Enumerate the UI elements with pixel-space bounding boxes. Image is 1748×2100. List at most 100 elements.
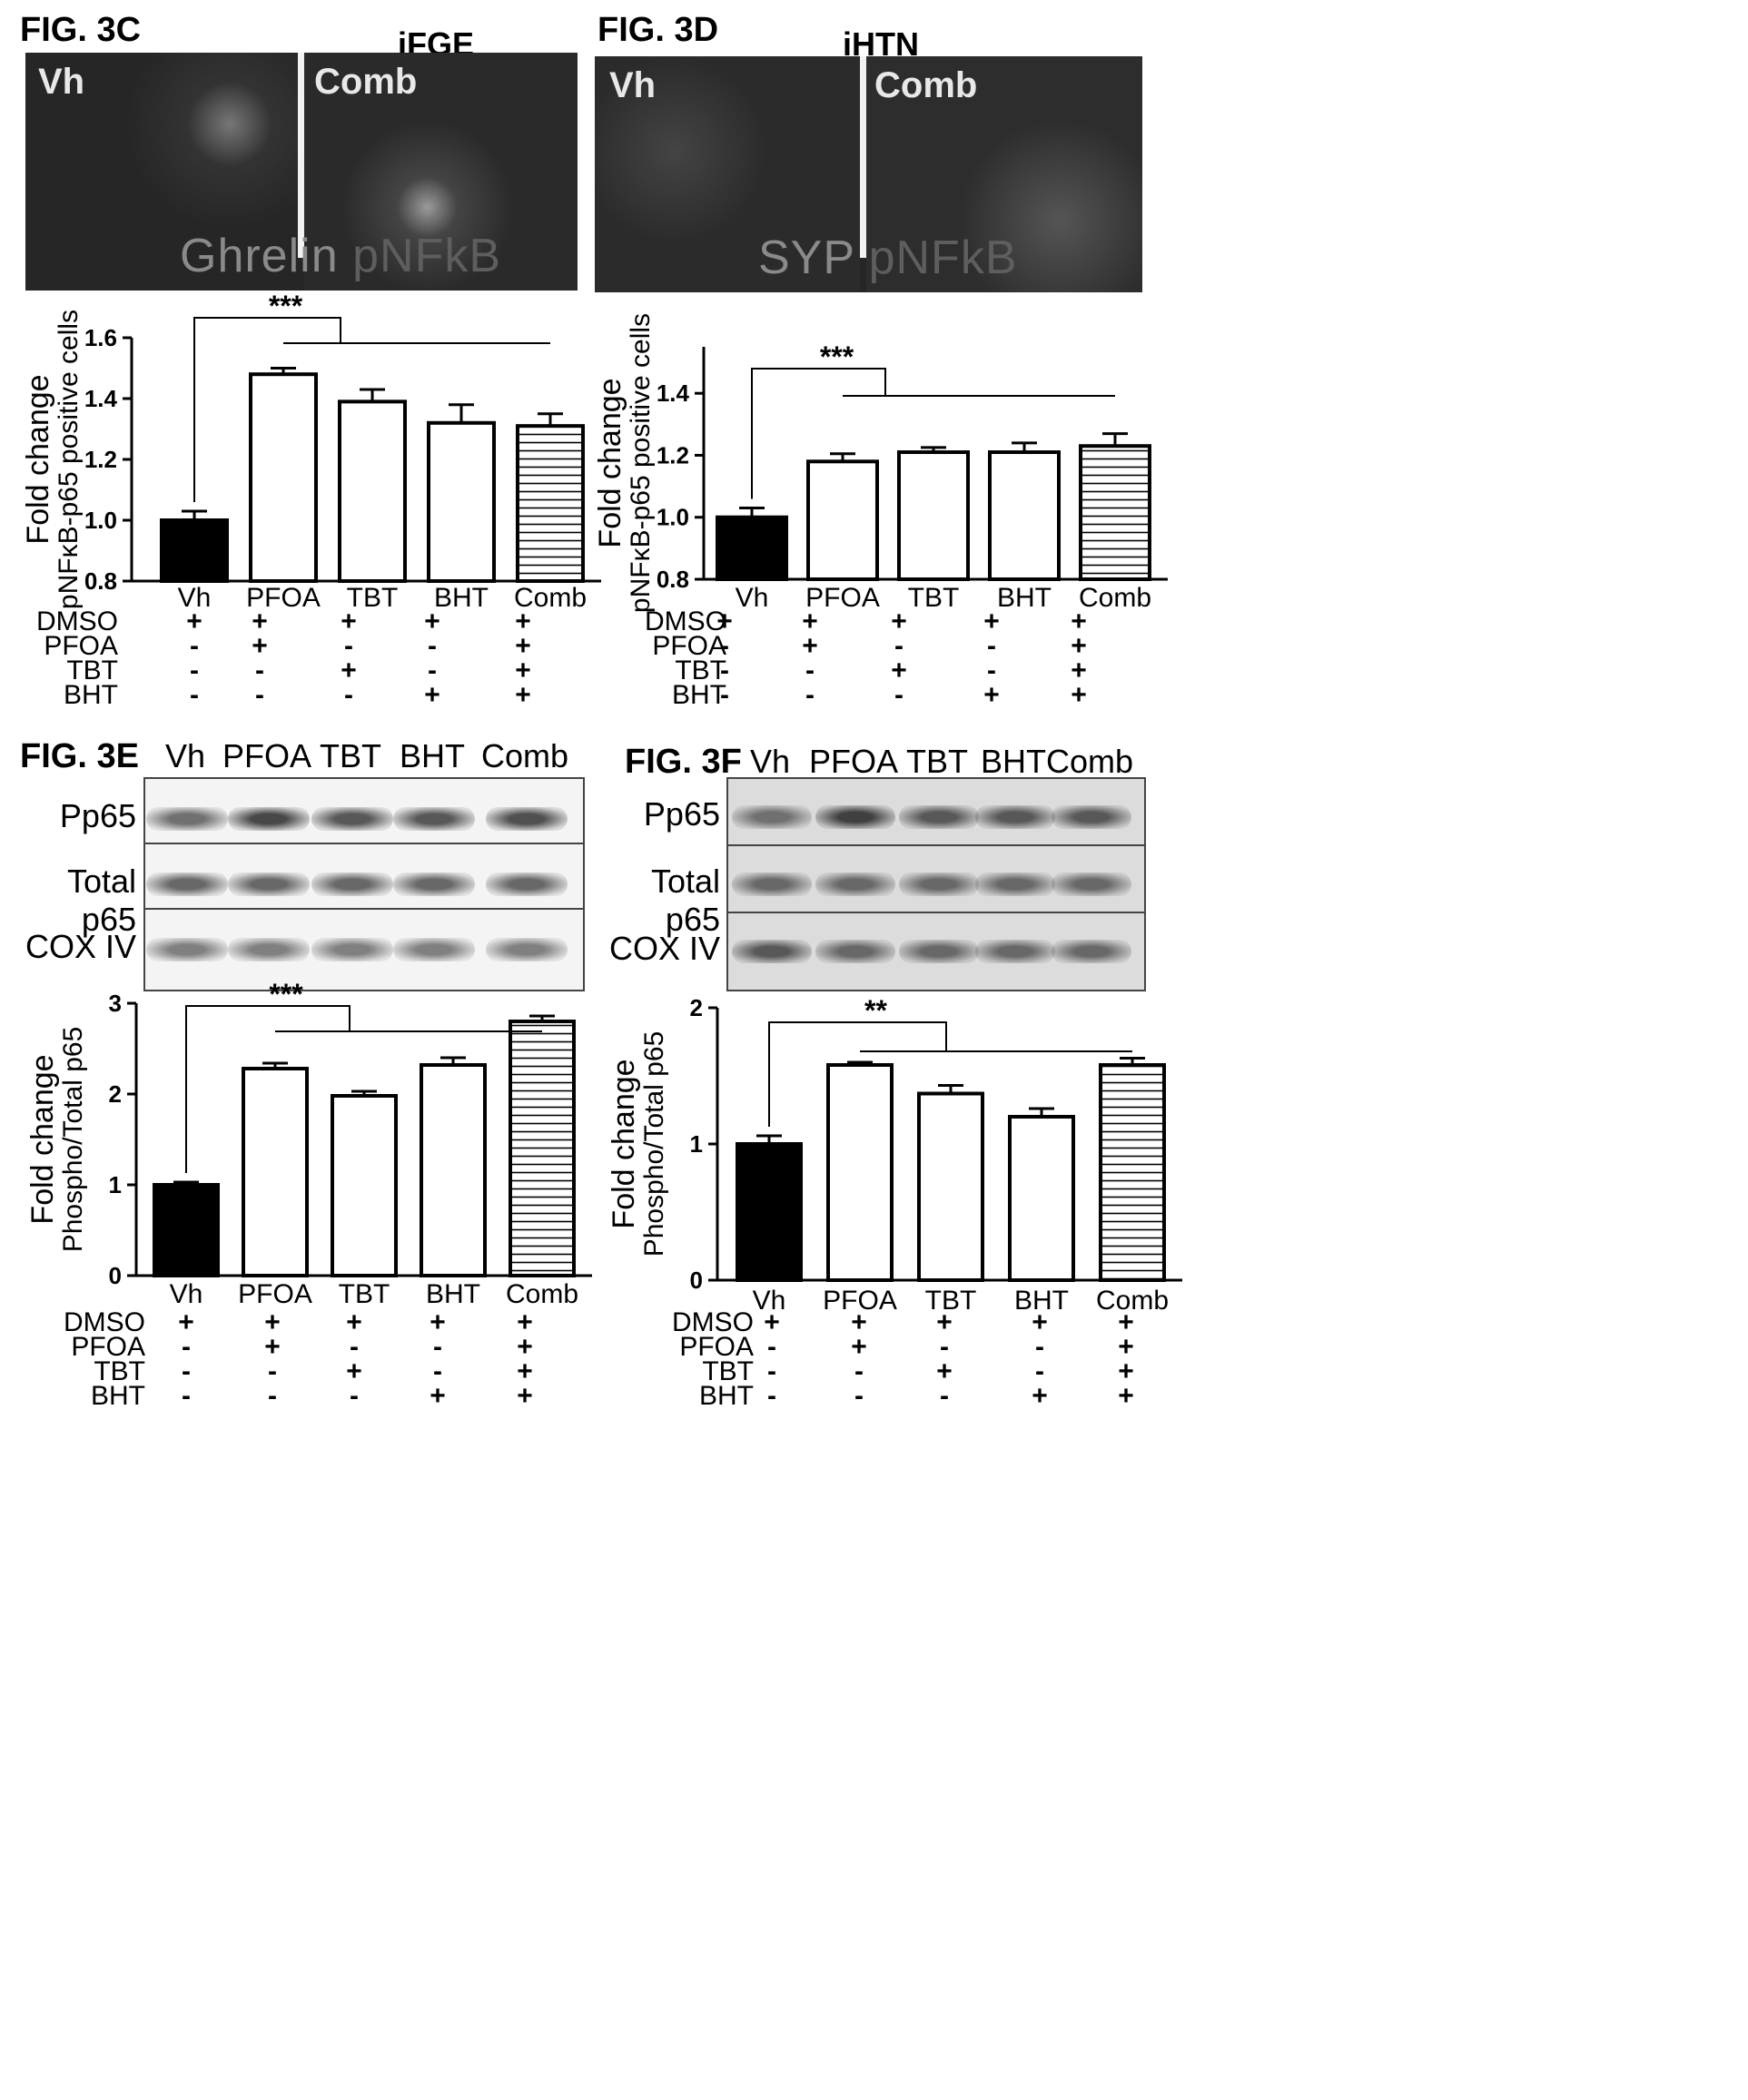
y-tick-label: 0 (109, 1262, 122, 1289)
y-tick-label: 1.0 (84, 507, 117, 534)
treatment-cell: + (1032, 1307, 1048, 1337)
treatment-cell: - (350, 1381, 359, 1411)
y-tick-label: 1.4 (657, 380, 690, 407)
x-tick-label: Comb (514, 583, 587, 613)
blot-lane-label: Comb (480, 737, 569, 774)
treatment-row-label: TBT (675, 656, 726, 685)
blot-lane-label: Vh (749, 743, 791, 780)
treatment-cell: - (1035, 1332, 1044, 1362)
blot-lane-label: PFOA (808, 743, 898, 780)
panel-d-micrograph: Vh Comb SYP pNFkB (595, 56, 1142, 292)
y-axis-label: Fold change (593, 378, 627, 547)
blot-band (146, 938, 228, 961)
treatment-cell: + (346, 1307, 362, 1337)
treatment-cell: + (430, 1381, 446, 1411)
treatment-cell: - (805, 680, 815, 710)
blot-band (311, 938, 393, 961)
treatment-cell: + (430, 1307, 446, 1337)
blot-band (815, 805, 895, 829)
treatment-row-label: DMSO (36, 606, 118, 636)
treatment-cell: + (341, 656, 357, 685)
significance-marker: *** (269, 290, 303, 322)
treatment-cell: - (428, 656, 437, 685)
blot-lane-label: TBT (906, 743, 968, 780)
blot-row-label: Pp65 (59, 797, 136, 834)
blot-band (975, 940, 1055, 963)
treatment-cell: + (1071, 680, 1087, 710)
y-tick-label: 1.4 (84, 385, 118, 412)
bar (509, 1020, 576, 1277)
treatment-cell: - (350, 1332, 359, 1362)
blot-row-label: Total p65 (650, 863, 720, 938)
x-tick-label: PFOA (238, 1279, 312, 1309)
treatment-cell: - (190, 631, 199, 661)
treatment-row-label: DMSO (645, 606, 726, 636)
blot-band (311, 873, 393, 896)
x-tick-label: Comb (1079, 583, 1151, 613)
micrograph-comb-half (866, 56, 1142, 292)
treatment-cell: - (433, 1332, 442, 1362)
treatment-cell: - (268, 1356, 277, 1386)
treatment-table-c: DMSO + + + + + PFOA - + - - + TBT - - + - + BHT - - - + + (0, 606, 581, 710)
x-tick-label: TBT (347, 583, 399, 613)
treatment-row-label: TBT (94, 1356, 145, 1386)
blot-row-label: Total p65 (66, 863, 136, 938)
treatment-cell: + (186, 606, 202, 636)
treatment-cell: + (716, 606, 733, 636)
treatment-cell: - (344, 631, 353, 661)
treatment-cell: + (1071, 606, 1087, 636)
treatment-cell: + (515, 606, 531, 636)
significance-bracket (768, 1021, 947, 1127)
micrograph-comb-half (304, 53, 578, 291)
treatment-cell: + (983, 680, 1000, 710)
x-tick-label: TBT (925, 1286, 977, 1316)
y-axis-label: Fold change (607, 1059, 641, 1228)
y-tick-label: 1.2 (657, 441, 689, 468)
blot-band (899, 940, 979, 963)
blot-band (732, 940, 812, 963)
treatment-cell: + (851, 1307, 867, 1337)
significance-bracket (185, 1005, 351, 1173)
bar (331, 1094, 398, 1277)
treatment-cell: + (1032, 1381, 1048, 1411)
bar (716, 515, 788, 582)
treatment-cell: + (515, 631, 531, 661)
treatment-cell: - (940, 1332, 949, 1362)
blot-band (899, 873, 979, 896)
treatment-cell: - (190, 656, 199, 685)
treatment-cell: + (936, 1356, 953, 1386)
treatment-cell: + (764, 1307, 780, 1337)
blot-lane-label: Vh (164, 737, 206, 774)
blot-band (815, 940, 895, 963)
treatment-cell: + (515, 656, 531, 685)
blot-band (228, 938, 310, 961)
x-tick-label: Vh (178, 583, 212, 613)
blot-band (899, 805, 979, 829)
treatment-cell: + (517, 1381, 533, 1411)
y-axis-label: pNFκB-p65 positive cells (626, 313, 656, 613)
treatment-cell: + (424, 606, 440, 636)
treatment-cell: - (940, 1381, 949, 1411)
treatment-row-label: PFOA (679, 1332, 754, 1362)
y-tick-label: 0.8 (84, 567, 117, 595)
micrograph-vh-half (595, 56, 860, 292)
bar (736, 1142, 803, 1282)
blot-lane-label: PFOA (222, 737, 311, 774)
treatment-table-d: DMSO + + + + + PFOA - + - - + TBT - - + - + BHT - - - + + (581, 606, 1162, 710)
treatment-row-label: DMSO (672, 1307, 754, 1337)
x-tick-label: TBT (339, 1279, 390, 1309)
x-tick-label: Comb (506, 1279, 578, 1309)
treatment-cell: + (891, 606, 907, 636)
treatment-row-label: PFOA (652, 631, 726, 661)
treatment-row-label: TBT (66, 656, 118, 685)
x-tick-label: TBT (908, 583, 960, 613)
blot-band (1052, 873, 1131, 896)
y-axis-label: pNFκB-p65 positive cells (54, 310, 84, 609)
treatment-cell: + (252, 606, 268, 636)
significance-marker: *** (820, 340, 854, 373)
treatment-cell: + (1118, 1307, 1134, 1337)
x-tick-label: Vh (170, 1279, 203, 1309)
y-tick-label: 1 (690, 1130, 703, 1158)
treatment-cell: + (341, 606, 357, 636)
bar (1099, 1063, 1166, 1282)
